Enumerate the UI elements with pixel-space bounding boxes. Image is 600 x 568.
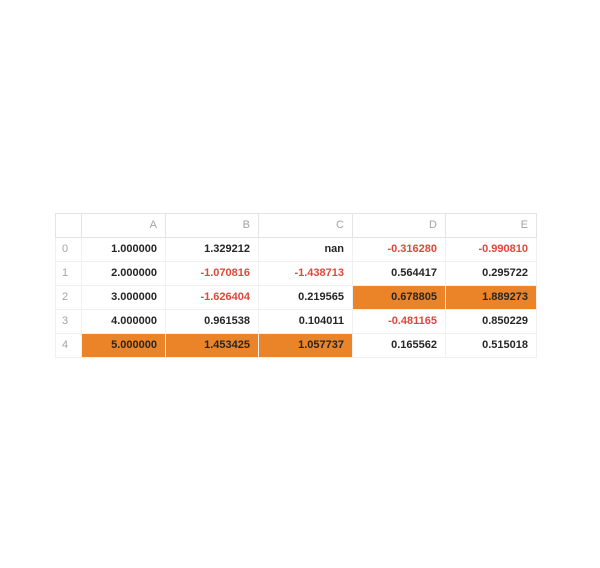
- table-body: 0 1.000000 1.329212 nan -0.316280 -0.990810 1 2…: [55, 237, 537, 358]
- row-index: 3: [55, 309, 82, 334]
- table-cell: -0.990810: [445, 237, 537, 262]
- table-cell: 2.000000: [81, 261, 166, 286]
- table-cell: 0.165562: [352, 333, 446, 358]
- table-cell: 1.453425: [165, 333, 259, 358]
- table-cell: 0.104011: [258, 309, 353, 334]
- row-index: 4: [55, 333, 82, 358]
- table-cell: -0.316280: [352, 237, 446, 262]
- table-cell: 0.515018: [445, 333, 537, 358]
- row-index: 0: [55, 237, 82, 262]
- column-header-d: D: [352, 213, 446, 238]
- table-cell: -1.438713: [258, 261, 353, 286]
- table-cell: 0.295722: [445, 261, 537, 286]
- row-index: 1: [55, 261, 82, 286]
- column-header-a: A: [81, 213, 166, 238]
- table-cell: 4.000000: [81, 309, 166, 334]
- table-cell: 3.000000: [81, 285, 166, 310]
- corner-cell: [55, 213, 82, 238]
- column-header-b: B: [165, 213, 259, 238]
- row-index: 2: [55, 285, 82, 310]
- table-cell: 1.329212: [165, 237, 259, 262]
- table-cell: 5.000000: [81, 333, 166, 358]
- table-cell: 0.564417: [352, 261, 446, 286]
- table-cell: 1.057737: [258, 333, 353, 358]
- table-cell: 1.889273: [445, 285, 537, 310]
- table-row: 3 4.000000 0.961538 0.104011 -0.481165 0.8502…: [55, 309, 537, 334]
- table-cell: 0.678805: [352, 285, 446, 310]
- table-cell: 0.961538: [165, 309, 259, 334]
- table-row: 0 1.000000 1.329212 nan -0.316280 -0.990810: [55, 237, 537, 262]
- table-cell: -1.626404: [165, 285, 259, 310]
- table-cell: 0.850229: [445, 309, 537, 334]
- table-cell: nan: [258, 237, 353, 262]
- table-cell: 0.219565: [258, 285, 353, 310]
- table-cell: -1.070816: [165, 261, 259, 286]
- table-cell: -0.481165: [352, 309, 446, 334]
- column-header-e: E: [445, 213, 537, 238]
- table-row: 4 5.000000 1.453425 1.057737 0.165562 0.51501…: [55, 333, 537, 358]
- table-row: 1 2.000000 -1.070816 -1.438713 0.564417 0.295…: [55, 261, 537, 286]
- table-row: 2 3.000000 -1.626404 0.219565 0.678805 1.8892…: [55, 285, 537, 310]
- table-cell: 1.000000: [81, 237, 166, 262]
- column-header-c: C: [258, 213, 353, 238]
